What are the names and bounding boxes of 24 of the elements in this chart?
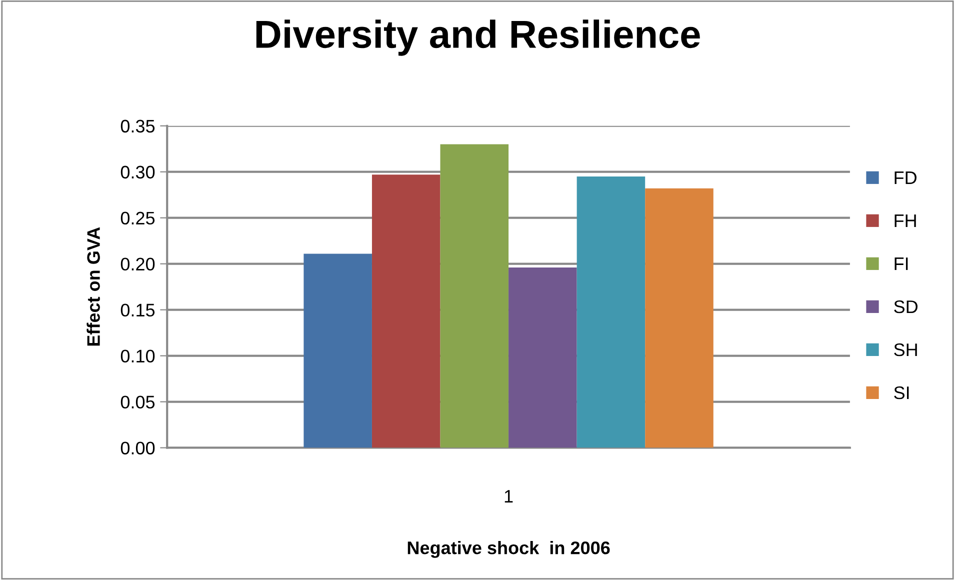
y-tick-label: 0.10 — [120, 350, 155, 363]
y-tick-label: 0.00 — [120, 442, 155, 454]
y-tick-label: 0.30 — [120, 166, 155, 179]
bar — [508, 267, 577, 448]
legend-label: SD — [894, 300, 918, 314]
y-tick-label: 0.20 — [120, 258, 155, 271]
y-axis-title: Effect on GVA — [86, 227, 100, 346]
y-tick-label: 0.05 — [120, 396, 155, 408]
x-axis-title: Negative shock in 2006 — [408, 540, 610, 558]
legend-label: FI — [894, 258, 908, 270]
bar — [576, 176, 646, 448]
bar — [645, 188, 714, 448]
legend-label: SH — [894, 343, 917, 356]
bar — [440, 144, 509, 448]
y-tick-label: 0.15 — [120, 304, 155, 317]
y-tick-label: 0.25 — [120, 212, 155, 225]
bar — [304, 254, 372, 448]
legend-label: SI — [894, 386, 909, 400]
x-tick-label: 1 — [504, 490, 513, 503]
chart-title: Diversity and Resilience — [256, 20, 700, 56]
legend-label: FH — [894, 214, 916, 227]
legend-label: FD — [894, 172, 916, 184]
y-tick-label: 0.35 — [120, 120, 155, 133]
bar — [372, 174, 440, 448]
